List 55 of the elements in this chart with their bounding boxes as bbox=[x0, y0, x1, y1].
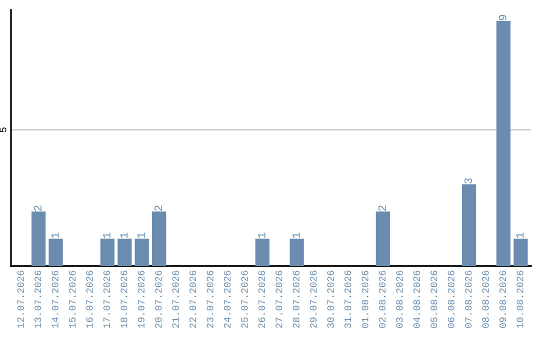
x-tick-label: 20.07.2026 bbox=[155, 270, 162, 328]
x-tick-label: 07.08.2026 bbox=[465, 270, 472, 328]
bar bbox=[376, 212, 390, 266]
data-label: 1 bbox=[120, 232, 128, 238]
x-tick-label: 29.07.2026 bbox=[310, 270, 317, 328]
x-tick-label: 09.08.2026 bbox=[499, 270, 506, 328]
bar bbox=[48, 238, 63, 266]
data-label: 1 bbox=[102, 232, 110, 238]
x-tick-label: 15.07.2026 bbox=[69, 270, 76, 328]
data-label: 2 bbox=[378, 206, 386, 211]
bar bbox=[31, 212, 46, 266]
x-tick-label: 17.07.2026 bbox=[103, 270, 110, 328]
bar bbox=[152, 212, 166, 266]
x-tick-label: 08.08.2026 bbox=[482, 270, 489, 328]
x-tick-label: 21.07.2026 bbox=[172, 270, 179, 328]
data-label: 2 bbox=[154, 206, 162, 211]
x-tick-label: 25.07.2026 bbox=[241, 270, 248, 328]
x-tick-label: 03.08.2026 bbox=[396, 270, 403, 328]
x-tick-label: 04.08.2026 bbox=[413, 270, 420, 328]
x-tick-label: 23.07.2026 bbox=[206, 270, 214, 328]
x-tick-label: 16.07.2026 bbox=[86, 270, 93, 328]
data-label: 1 bbox=[137, 232, 145, 238]
data-label: 2 bbox=[34, 206, 42, 211]
x-tick-label: 13.07.2026 bbox=[34, 270, 42, 328]
bar bbox=[134, 238, 149, 266]
x-tick-label: 02.08.2026 bbox=[378, 270, 386, 328]
x-tick-label: 06.08.2026 bbox=[448, 270, 454, 328]
bar bbox=[290, 238, 304, 266]
x-tick-label: 12.07.2026 bbox=[17, 270, 24, 328]
data-label: 1 bbox=[292, 232, 300, 238]
data-label: 1 bbox=[516, 232, 524, 238]
x-tick-label: 28.07.2026 bbox=[292, 270, 300, 328]
bar bbox=[100, 238, 114, 266]
bar bbox=[118, 238, 132, 266]
x-tick-label: 31.07.2026 bbox=[344, 270, 352, 328]
x-tick-label: 19.07.2026 bbox=[138, 270, 144, 328]
x-tick-label: 22.07.2026 bbox=[190, 270, 196, 328]
x-tick-label: 01.08.2026 bbox=[362, 270, 368, 328]
x-tick-label: 10.08.2026 bbox=[516, 270, 524, 328]
bar bbox=[496, 20, 511, 266]
x-tick-label: 05.08.2026 bbox=[430, 270, 438, 328]
data-label: 1 bbox=[51, 232, 59, 238]
x-tick-label: 24.07.2026 bbox=[224, 270, 231, 328]
data-label: 1 bbox=[258, 232, 266, 238]
x-tick-label: 14.07.2026 bbox=[52, 270, 58, 328]
x-tick-label: 18.07.2026 bbox=[120, 270, 128, 328]
data-label: 9 bbox=[498, 14, 506, 20]
bar bbox=[514, 238, 528, 266]
data-label: 3 bbox=[464, 178, 472, 184]
x-tick-label: 27.07.2026 bbox=[276, 270, 282, 328]
x-tick-label: 30.07.2026 bbox=[327, 270, 334, 328]
x-tick-label: 26.07.2026 bbox=[258, 270, 265, 328]
y-tick-label: 5 bbox=[0, 128, 6, 132]
bar bbox=[462, 184, 476, 266]
bar bbox=[255, 238, 270, 266]
